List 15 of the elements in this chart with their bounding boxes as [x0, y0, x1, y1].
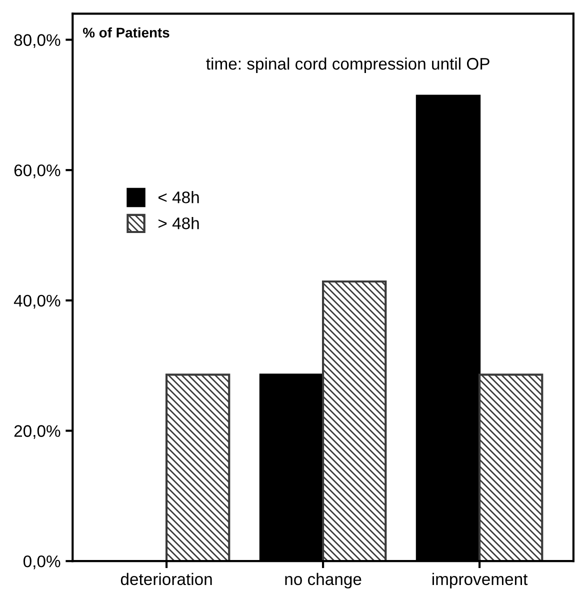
y-axis-title: % of Patients — [82, 27, 170, 38]
bar — [322, 280, 387, 562]
y-tick-label: 40,0% — [14, 294, 60, 309]
y-tick-label: 20,0% — [14, 425, 60, 439]
legend-label: > 48h — [158, 217, 199, 230]
x-tick-label: improvement — [432, 572, 528, 588]
y-tick-label: 0,0% — [23, 555, 60, 570]
legend-title: time: spinal cord compression until OP — [206, 57, 490, 74]
bar — [165, 374, 230, 562]
x-tick-label: deterioration — [120, 572, 212, 586]
y-tick-label: 60,0% — [14, 164, 60, 178]
legend-label: < 48h — [158, 191, 199, 204]
bar — [478, 374, 544, 562]
x-tick-label: no change — [285, 572, 362, 588]
y-tick-label: 80,0% — [14, 34, 60, 48]
